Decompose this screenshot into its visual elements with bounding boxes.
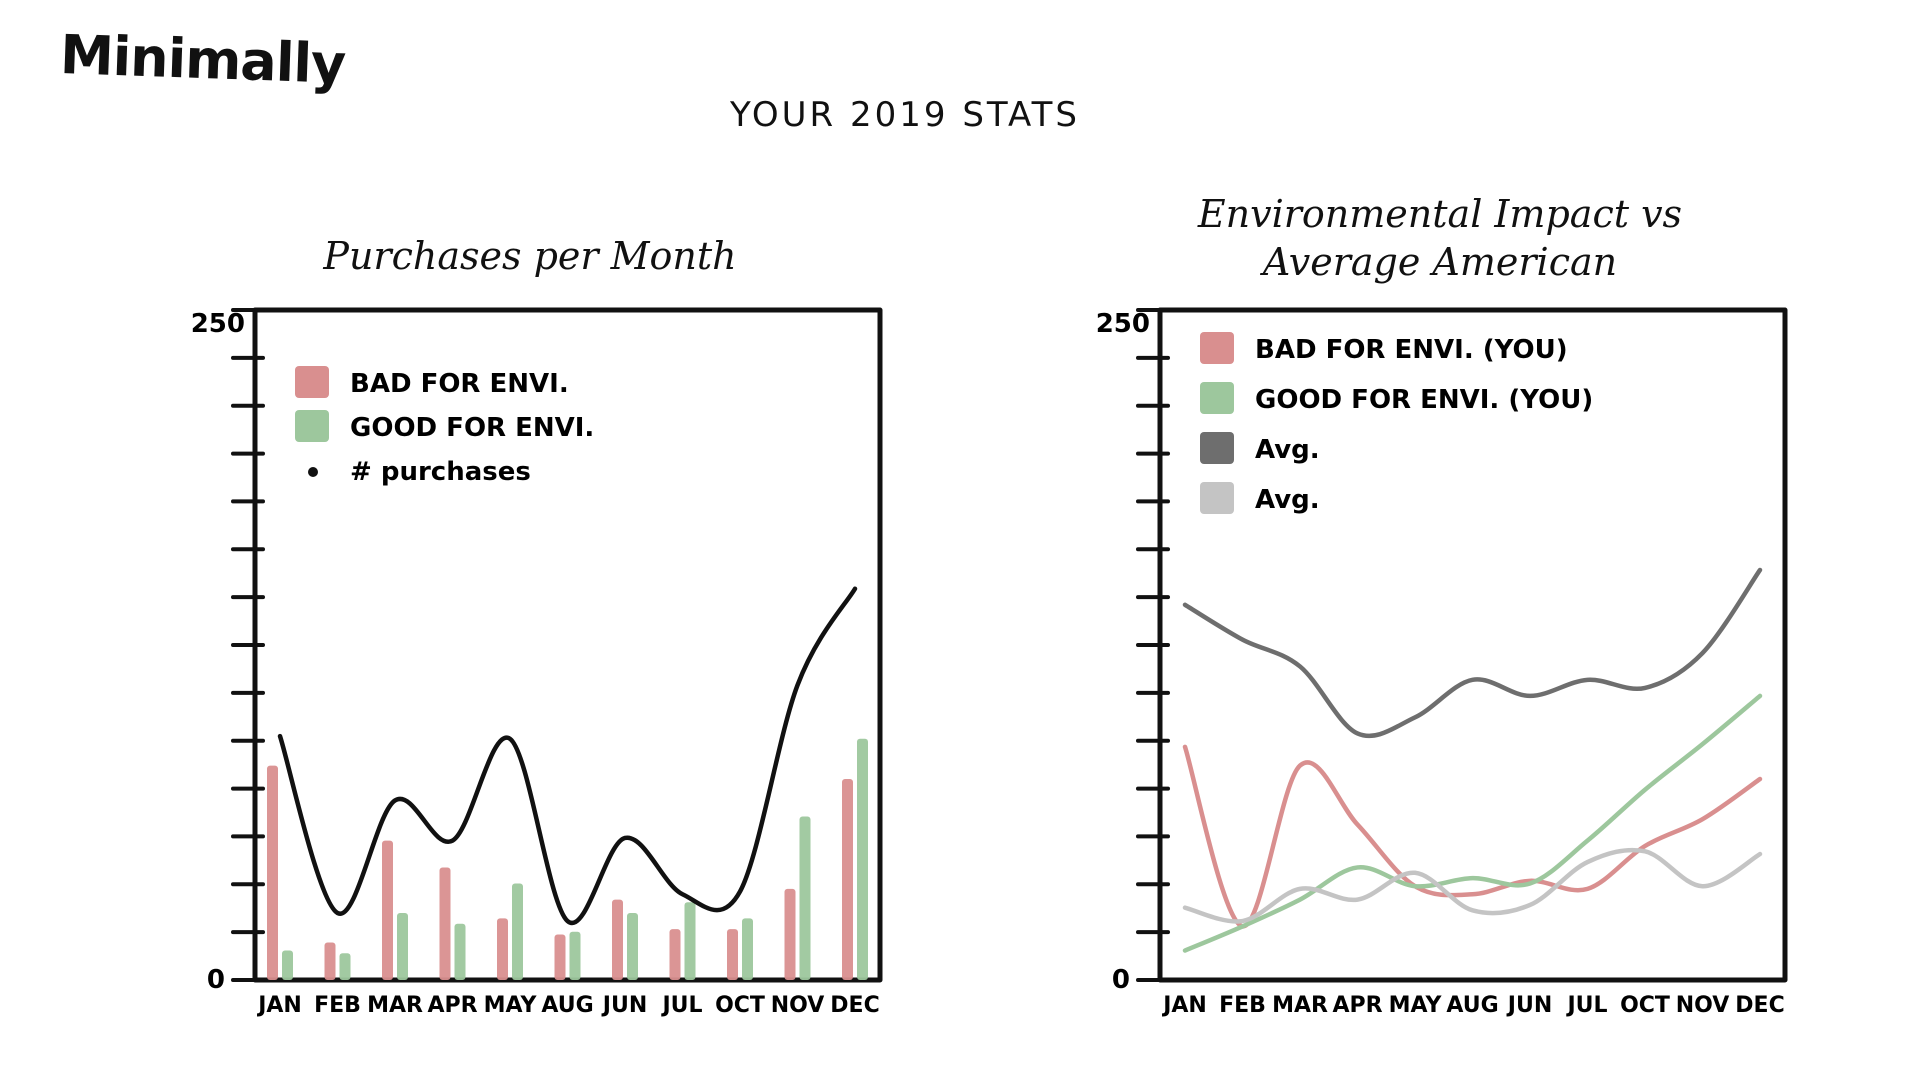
bar-good (799, 816, 811, 980)
x-tick-label: MAR (1272, 993, 1328, 1018)
bar-bad (382, 840, 393, 980)
y-tick-label-min: 0 (1112, 965, 1130, 995)
x-tick-label: AUG (541, 993, 593, 1018)
x-tick-label: MAY (484, 993, 538, 1018)
x-tick-label: FEB (1219, 993, 1266, 1018)
legend-swatch (295, 366, 329, 398)
chart-title-impact: Environmental Impact vs Average American (1197, 192, 1683, 284)
x-tick-label: JUL (660, 993, 702, 1018)
y-tick-label-max: 250 (1096, 309, 1150, 339)
bar-bad (669, 929, 681, 980)
y-tick-label-min: 0 (207, 965, 225, 995)
bar-good (684, 902, 696, 980)
legend-marker-dot (308, 467, 318, 477)
legend-swatch (1200, 332, 1234, 364)
x-tick-label: APR (427, 993, 477, 1018)
x-tick-label: NOV (771, 993, 825, 1018)
bar-good (282, 950, 293, 980)
page-title: YOUR 2019 STATS (730, 95, 1081, 135)
bar-good (397, 913, 408, 980)
x-tick-label: JUN (601, 993, 647, 1018)
x-tick-label: OCT (715, 993, 765, 1018)
legend-label: BAD FOR ENVI. (YOU) (1255, 335, 1568, 365)
x-tick-label: JUL (1565, 993, 1607, 1018)
x-tick-label: MAY (1389, 993, 1443, 1018)
legend-swatch (295, 410, 329, 442)
legend-swatch (1200, 482, 1234, 514)
bar-bad (267, 765, 278, 980)
x-tick-label: FEB (314, 993, 361, 1018)
series-line-impact-2 (1182, 567, 1763, 739)
bar-good (454, 923, 466, 980)
legend-label: Avg. (1255, 485, 1320, 515)
x-tick-label: NOV (1676, 993, 1730, 1018)
chart-title-purchases: Purchases per Month (323, 234, 737, 278)
series-line-impact-0 (1182, 744, 1763, 929)
x-tick-label: JUN (1506, 993, 1552, 1018)
bar-bad (497, 918, 508, 980)
x-tick-label: JAN (256, 993, 302, 1018)
x-tick-label: MAR (367, 993, 423, 1018)
x-tick-label: APR (1332, 993, 1382, 1018)
bar-bad (439, 867, 451, 980)
legend-label: GOOD FOR ENVI. (350, 413, 594, 443)
x-tick-label: OCT (1620, 993, 1670, 1018)
x-tick-label: DEC (1735, 993, 1784, 1018)
legend-label: Avg. (1255, 435, 1320, 465)
bar-bad (612, 899, 623, 980)
legend-label: BAD FOR ENVI. (350, 369, 569, 399)
legend-label: # purchases (350, 457, 531, 487)
bar-bad (554, 934, 566, 980)
legend-swatch (1200, 382, 1234, 414)
bar-bad (324, 942, 336, 980)
bar-good (627, 913, 638, 980)
series-line-purchases-0 (277, 586, 858, 926)
x-tick-label: JAN (1161, 993, 1207, 1018)
legend-label: GOOD FOR ENVI. (YOU) (1255, 385, 1593, 415)
bar-bad (784, 888, 796, 980)
bar-good (857, 738, 868, 980)
bar-good (742, 918, 753, 980)
legend-swatch (1200, 432, 1234, 464)
x-tick-label: AUG (1446, 993, 1498, 1018)
y-tick-label-max: 250 (191, 309, 245, 339)
bar-good (569, 931, 581, 980)
chart-frame-purchases (252, 307, 883, 983)
x-tick-label: DEC (830, 993, 879, 1018)
bar-bad (727, 929, 738, 980)
bar-good (512, 883, 523, 980)
bar-bad (842, 779, 853, 980)
bar-good (339, 953, 351, 980)
